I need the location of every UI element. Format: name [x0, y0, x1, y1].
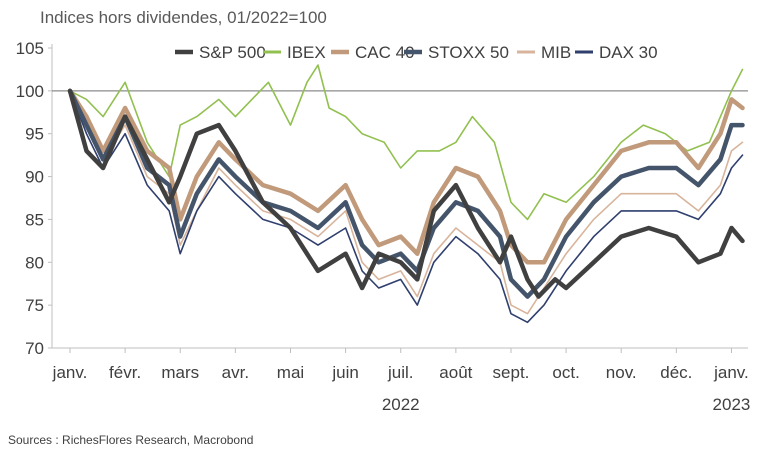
- x-tick-label: juin: [331, 363, 358, 382]
- y-tick-label: 80: [25, 253, 44, 272]
- series-line-stoxx-50: [67, 88, 745, 299]
- x-tick-label: nov.: [606, 363, 637, 382]
- x-tick-label: août: [439, 363, 472, 382]
- x-tick-label: oct.: [552, 363, 579, 382]
- series-line-ibex: [69, 64, 744, 221]
- x-tick-label: avr.: [222, 363, 249, 382]
- x-tick-label: janv.: [713, 363, 749, 382]
- y-tick-label: 75: [25, 296, 44, 315]
- y-tick-label: 100: [16, 82, 44, 101]
- x-tick-label: juil.: [387, 363, 414, 382]
- x-tick-label: sept.: [493, 363, 530, 382]
- x-tick-label: déc.: [660, 363, 692, 382]
- y-tick-label: 70: [25, 339, 44, 358]
- legend-label: CAC 40: [355, 43, 415, 62]
- series-line-dax-30: [69, 90, 744, 324]
- series-line-cac-40: [67, 88, 745, 265]
- legend-label: MIB: [541, 43, 571, 62]
- y-tick-label: 105: [16, 39, 44, 58]
- x-year-label: 2023: [713, 395, 751, 414]
- legend-label: S&P 500: [199, 43, 266, 62]
- series-line-s-p-500: [67, 88, 745, 299]
- chart-source: Sources : RichesFlores Research, Macrobo…: [8, 433, 254, 447]
- y-tick-label: 90: [25, 168, 44, 187]
- x-tick-label: janv.: [52, 363, 88, 382]
- y-tick-label: 85: [25, 210, 44, 229]
- legend-label: IBEX: [287, 43, 326, 62]
- legend-label: DAX 30: [599, 43, 658, 62]
- x-tick-label: févr.: [109, 363, 141, 382]
- x-tick-label: mars: [161, 363, 199, 382]
- y-tick-label: 95: [25, 125, 44, 144]
- x-tick-label: mai: [277, 363, 304, 382]
- legend-label: STOXX 50: [428, 43, 509, 62]
- chart-title: Indices hors dividendes, 01/2022=100: [40, 8, 327, 27]
- x-year-label: 2022: [382, 395, 420, 414]
